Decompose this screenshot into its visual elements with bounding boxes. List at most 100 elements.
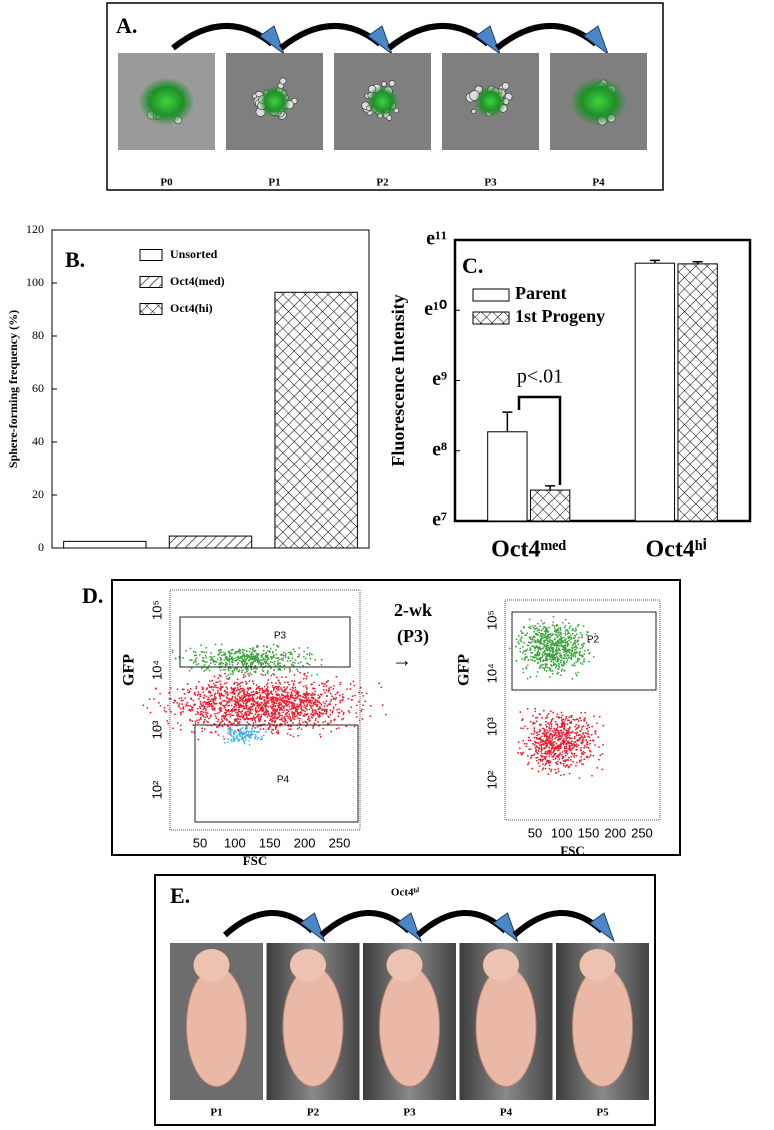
event-dot (210, 652, 213, 654)
event-dot (212, 704, 214, 707)
event-dot (522, 727, 524, 730)
event-dot (557, 745, 560, 747)
event-dot (533, 729, 536, 732)
event-dot (569, 749, 572, 752)
event-dot (560, 711, 563, 714)
event-dot (527, 739, 530, 742)
event-dot (286, 691, 289, 694)
event-dot (248, 697, 250, 700)
event-dot (531, 767, 534, 770)
event-dot (290, 691, 293, 694)
event-dot (205, 713, 208, 716)
event-dot (228, 659, 230, 662)
event-dot (224, 668, 227, 671)
event-dot (349, 683, 352, 685)
event-dot (264, 673, 267, 676)
legend-swatch (472, 288, 510, 302)
event-dot (249, 647, 252, 650)
event-dot (211, 707, 214, 710)
event-dot (521, 658, 524, 660)
event-dot (236, 694, 239, 697)
event-dot (282, 720, 285, 723)
event-dot (186, 701, 189, 704)
event-dot (281, 676, 283, 679)
event-dot (220, 686, 223, 689)
event-dot (270, 711, 273, 714)
event-dot (562, 743, 565, 746)
event-dot (342, 696, 344, 698)
event-dot (236, 663, 239, 666)
event-dot (234, 700, 237, 703)
event-dot (287, 710, 290, 713)
event-dot (564, 632, 567, 635)
event-dot (253, 718, 256, 720)
event-dot (580, 711, 583, 714)
event-dot (231, 652, 233, 655)
event-dot (537, 770, 540, 773)
event-dot (541, 637, 544, 640)
event-dot (577, 724, 580, 727)
event-dot (556, 715, 558, 718)
event-dot (551, 655, 554, 658)
event-dot (583, 649, 586, 652)
event-dot (380, 686, 383, 689)
event-dot (261, 705, 264, 708)
event-dot (573, 637, 576, 639)
event-dot (546, 648, 549, 651)
event-dot (303, 697, 306, 699)
event-dot (250, 668, 253, 671)
event-dot (209, 686, 211, 689)
event-dot (226, 697, 229, 699)
event-dot (250, 673, 253, 676)
event-dot (585, 739, 588, 741)
event-dot (556, 713, 559, 716)
event-dot (545, 655, 547, 658)
event-dot (203, 663, 206, 666)
event-dot (559, 633, 562, 635)
event-dot (252, 704, 255, 707)
event-dot (560, 659, 563, 662)
event-dot (240, 698, 243, 701)
event-dot (561, 668, 563, 671)
event-dot (318, 684, 321, 687)
event-dot (267, 662, 270, 665)
event-dot (190, 659, 193, 661)
event-dot (548, 742, 551, 745)
event-dot (194, 660, 197, 663)
event-dot (291, 657, 294, 660)
event-dot (548, 633, 551, 636)
event-dot (219, 683, 222, 685)
event-dot (547, 633, 550, 636)
event-dot (213, 712, 216, 715)
event-dot (568, 622, 570, 625)
panel-label: E. (170, 883, 190, 908)
event-dot (559, 626, 562, 629)
mouse-head (483, 949, 519, 981)
event-dot (335, 675, 338, 678)
event-dot (250, 661, 253, 664)
event-dot (289, 659, 292, 662)
event-dot (308, 663, 311, 666)
event-dot (312, 714, 315, 717)
event-dot (553, 734, 556, 737)
event-dot (242, 673, 245, 676)
event-dot (286, 732, 289, 735)
event-dot (359, 686, 362, 689)
event-dot (172, 727, 174, 730)
event-dot (176, 688, 179, 690)
event-dot (271, 696, 274, 698)
event-dot (555, 624, 558, 626)
event-dot (296, 705, 298, 708)
event-dot (565, 657, 567, 659)
event-dot (280, 703, 283, 706)
event-dot (306, 713, 309, 715)
event-dot (256, 657, 259, 660)
event-dot (245, 734, 248, 736)
event-dot (179, 707, 182, 710)
event-dot (555, 755, 558, 758)
bar (63, 540, 147, 549)
event-dot (243, 656, 246, 659)
event-dot (296, 727, 299, 730)
event-dot (567, 631, 569, 633)
event-dot (305, 677, 308, 680)
